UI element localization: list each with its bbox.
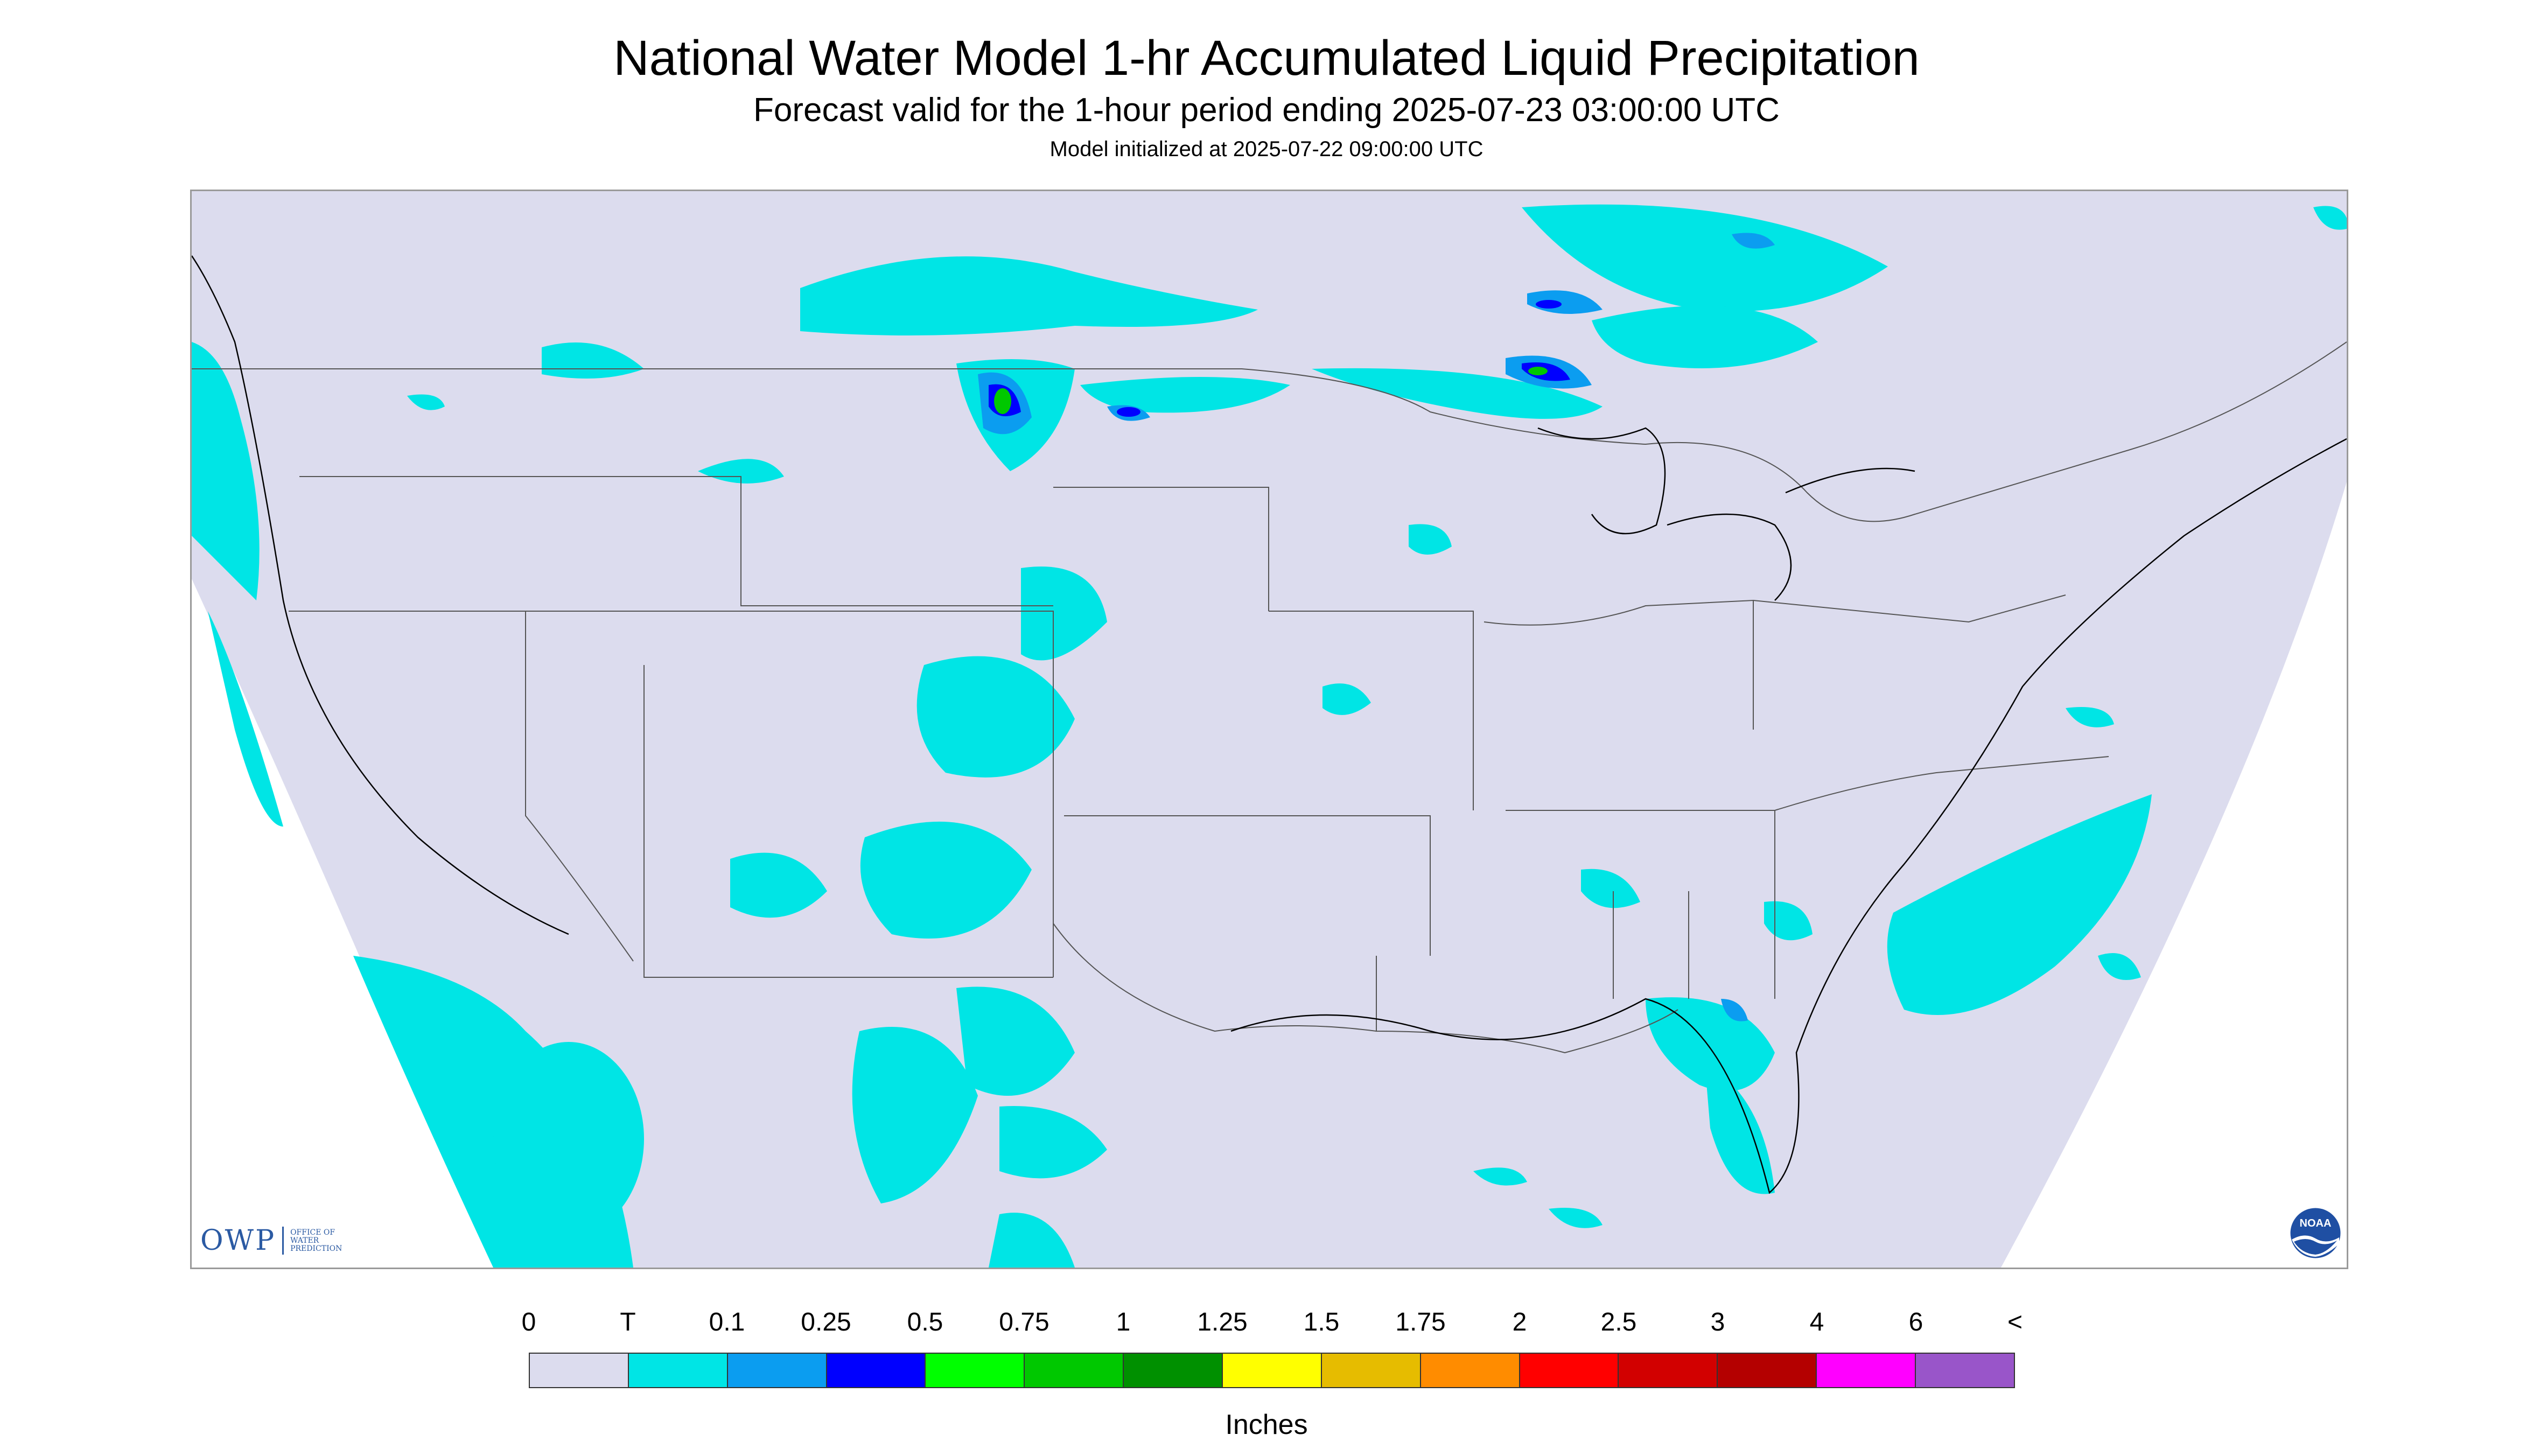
map-title: National Water Model 1-hr Accumulated Li… xyxy=(613,31,1920,86)
legend-swatch: #d20000 xyxy=(1619,1354,1718,1387)
legend-swatch: #ffff00 xyxy=(1223,1354,1322,1387)
legend-tick-label: 0.75 xyxy=(999,1308,1049,1336)
legend-tick-label: 2.5 xyxy=(1600,1308,1637,1336)
legend-tick-label: T xyxy=(620,1308,636,1336)
coastlines xyxy=(192,255,2347,1194)
noaa-logo-text: NOAA xyxy=(2300,1217,2332,1229)
legend-tick-label: 0 xyxy=(521,1308,536,1336)
legend-tick-label: < xyxy=(2007,1308,2023,1336)
legend-swatch: #dcdcee xyxy=(530,1354,629,1387)
precipitation-map xyxy=(190,190,2348,1269)
legend-tick-label: 1 xyxy=(1116,1308,1131,1336)
model-init-time: Model initialized at 2025-07-22 09:00:00… xyxy=(1049,137,1484,161)
legend-tick-label: 3 xyxy=(1710,1308,1725,1336)
legend-swatch: #9955c9 xyxy=(1916,1354,2014,1387)
precip-heavy-areas xyxy=(994,367,1548,414)
owp-logo: OWP OFFICE OF WATER PREDICTION xyxy=(200,1224,342,1257)
state-boundaries xyxy=(192,341,2347,1054)
legend-swatch: #b40000 xyxy=(1718,1354,1817,1387)
legend-units: Inches xyxy=(1225,1409,1308,1440)
legend-tick-label: 1.25 xyxy=(1197,1308,1248,1336)
legend-tick-label: 0.5 xyxy=(907,1308,943,1336)
legend-swatch: #ff8c00 xyxy=(1421,1354,1520,1387)
legend-swatch: #0000ff xyxy=(827,1354,926,1387)
legend-tick-label: 1.5 xyxy=(1303,1308,1340,1336)
legend-tick-label: 4 xyxy=(1809,1308,1824,1336)
legend-swatch: #ff0000 xyxy=(1520,1354,1619,1387)
legend-swatch: #00ff00 xyxy=(926,1354,1025,1387)
legend-tick-label: 0.25 xyxy=(801,1308,851,1336)
legend-swatch: #009000 xyxy=(1124,1354,1223,1387)
legend-colorbar: #dcdcee#00e5e5#0b9df0#0000ff#00ff00#00c8… xyxy=(529,1353,2015,1388)
legend-tick-label: 0.1 xyxy=(709,1308,745,1336)
owp-logo-line-1: OFFICE OF xyxy=(290,1228,335,1237)
legend-swatch: #00e5e5 xyxy=(628,1354,728,1387)
legend-tick-label: 2 xyxy=(1512,1308,1527,1336)
precip-trace-areas xyxy=(192,204,2347,1268)
model-domain xyxy=(192,191,2347,1268)
map-subtitle: Forecast valid for the 1-hour period end… xyxy=(753,92,1780,129)
noaa-logo: NOAA xyxy=(2289,1206,2342,1263)
legend-swatch: #00c800 xyxy=(1025,1354,1124,1387)
legend-swatch: #ff00ff xyxy=(1817,1354,1916,1387)
owp-logo-wordmark: OWP xyxy=(200,1224,276,1257)
legend-tick-labels: 0 T 0.1 0.25 0.5 0.75 1 1.25 1.5 1.75 2 2.5 3 4 6 < xyxy=(0,1307,2533,1340)
legend-swatch: #0b9df0 xyxy=(727,1354,827,1387)
legend-swatch: #e6bc00 xyxy=(1321,1354,1421,1387)
owp-logo-line-2: WATER xyxy=(290,1236,319,1245)
legend-tick-label: 1.75 xyxy=(1395,1308,1446,1336)
owp-logo-divider xyxy=(282,1227,284,1255)
owp-logo-line-3: PREDICTION xyxy=(290,1244,342,1253)
legend-tick-label: 6 xyxy=(1908,1308,1923,1336)
owp-logo-subtext: OFFICE OF WATER PREDICTION xyxy=(290,1228,342,1253)
